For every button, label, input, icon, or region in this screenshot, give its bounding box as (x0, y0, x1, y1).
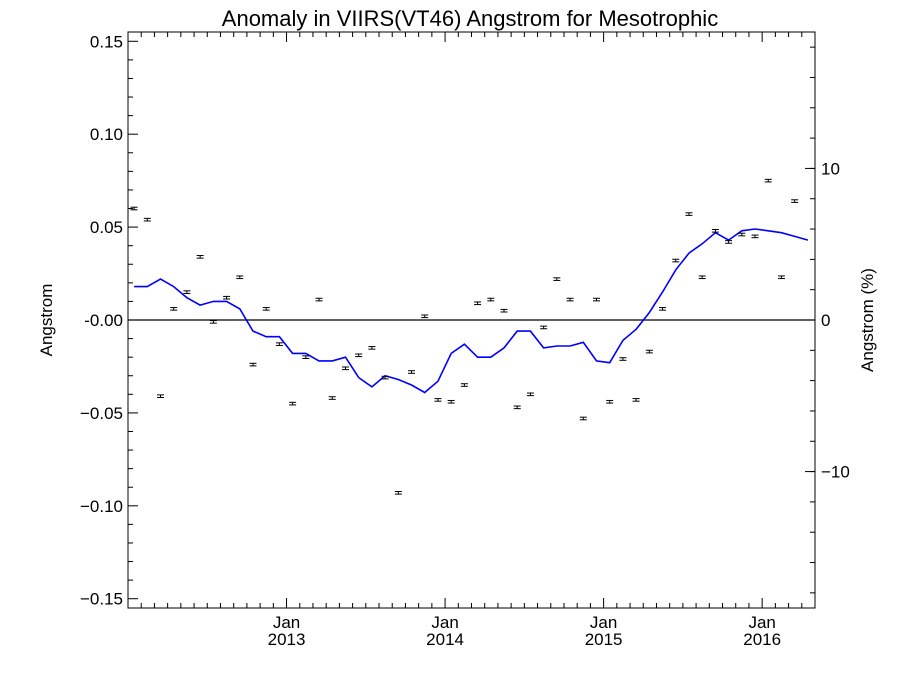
x-tick-label-year: 2015 (585, 630, 623, 649)
data-point (236, 275, 244, 280)
y-tick-label-left: 0.05 (90, 218, 123, 237)
data-point (672, 258, 680, 263)
data-point (130, 206, 138, 211)
data-point (619, 357, 627, 361)
data-point (474, 301, 482, 306)
data-point (659, 307, 667, 311)
data-point (791, 199, 799, 203)
data-point (447, 399, 455, 404)
data-point (275, 342, 283, 346)
y-tick-label-right: 10 (821, 159, 840, 178)
data-point (368, 346, 376, 350)
data-point (408, 370, 416, 374)
data-point (566, 297, 574, 302)
x-tick-label-month: Jan (748, 613, 775, 632)
data-point (394, 491, 402, 495)
data-point (289, 401, 297, 406)
data-point (698, 275, 706, 280)
data-point (632, 398, 640, 402)
y-tick-label-left: 0.15 (90, 32, 123, 51)
y-tick-label-left: −0.15 (80, 590, 123, 609)
data-point (196, 255, 204, 259)
data-point (341, 366, 349, 371)
data-point (143, 217, 151, 222)
x-tick-label-year: 2013 (268, 630, 306, 649)
data-point (249, 362, 257, 367)
data-point (328, 396, 336, 400)
data-point (183, 290, 191, 294)
x-tick-label-year: 2014 (426, 630, 464, 649)
data-point (487, 297, 495, 302)
data-point (262, 307, 270, 311)
data-point (725, 240, 733, 244)
data-point (645, 349, 653, 354)
chart-title: Anomaly in VIIRS(VT46) Angstrom for Meso… (222, 6, 718, 31)
data-point (315, 297, 323, 302)
data-point (170, 307, 178, 311)
data-point (751, 234, 759, 239)
y-tick-label-right: −10 (821, 463, 850, 482)
data-point (777, 275, 785, 280)
data-point (553, 277, 561, 281)
data-point (738, 232, 746, 237)
data-point (711, 229, 719, 233)
y-tick-label-left: −0.10 (80, 497, 123, 516)
x-tick-label-month: Jan (590, 613, 617, 632)
data-point (606, 399, 614, 404)
data-point (764, 178, 772, 183)
data-point (157, 394, 165, 398)
y-tick-label-left: −0.05 (80, 404, 123, 423)
running-mean-line (134, 228, 809, 394)
data-point (209, 320, 217, 324)
y-tick-label-left: 0.10 (90, 125, 123, 144)
data-point (434, 398, 442, 402)
data-point (355, 353, 363, 358)
x-tick-label-year: 2016 (743, 630, 781, 649)
data-point (513, 405, 521, 410)
y-tick-label-right: 0 (821, 311, 830, 330)
x-tick-label-month: Jan (431, 613, 458, 632)
data-point (421, 314, 429, 319)
data-point (526, 392, 534, 397)
y-tick-label-left: -0.00 (84, 311, 123, 330)
data-point (579, 416, 587, 421)
plot-area: −0.15 −0.10 −0.05 -0.00 0.05 0.10 0.15 −10 0 10 Ja… (80, 31, 850, 649)
data-point (592, 297, 600, 302)
data-point (540, 325, 548, 330)
y-axis-label-right: Angstrom (%) (858, 268, 877, 372)
data-point (223, 295, 231, 300)
data-point (460, 383, 468, 387)
data-point (302, 355, 310, 359)
x-tick-label-month: Jan (273, 613, 300, 632)
data-point (381, 375, 389, 380)
data-point (500, 308, 508, 313)
data-point (685, 212, 693, 216)
y-axis-label-left: Angstrom (37, 284, 56, 357)
